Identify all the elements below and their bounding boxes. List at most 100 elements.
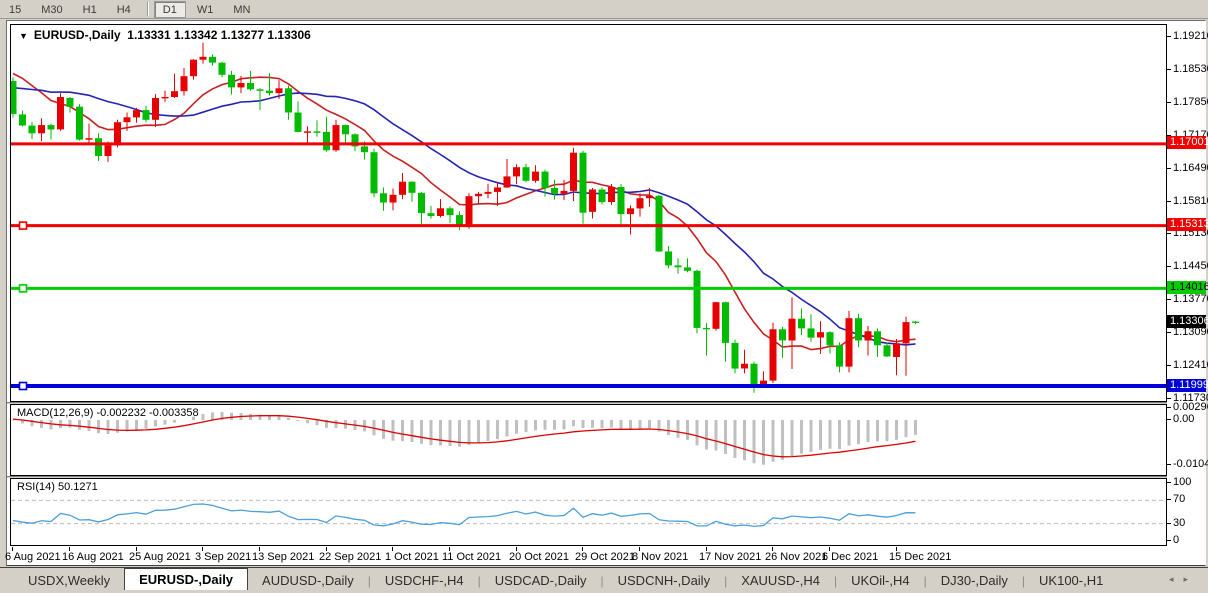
price-tick-mark <box>1167 233 1171 234</box>
candle-body <box>655 195 663 252</box>
price-tick-mark <box>1167 168 1171 169</box>
chart-tab-uk100-h1[interactable]: UK100-,H1 <box>1039 573 1104 588</box>
candle-body <box>665 251 672 266</box>
candlestick-chart[interactable] <box>11 25 1166 401</box>
timeframe-button-h4[interactable]: H4 <box>116 3 131 16</box>
candle-body <box>266 90 273 94</box>
chart-tab-ukoil-h4[interactable]: UKOil-,H4 <box>851 573 910 588</box>
price-level-badge: 1.17001 <box>1167 136 1208 149</box>
candle-body <box>817 332 824 338</box>
tab-scroll-arrows[interactable]: ◂▸ <box>1169 574 1198 585</box>
macd-signal-line <box>12 415 916 458</box>
date-tick-label: 8 Nov 2021 <box>632 551 689 563</box>
candle-body <box>522 167 530 181</box>
candle-body <box>237 83 245 88</box>
chart-tab-usdcnh-daily[interactable]: USDCNH-,Daily <box>617 573 711 588</box>
chart-tab-audusd-daily[interactable]: AUDUSD-,Daily <box>262 573 354 588</box>
timeframe-button-d1[interactable]: D1 <box>153 0 186 18</box>
candle-body <box>19 114 26 126</box>
candle-body <box>912 321 919 323</box>
macd-pane[interactable]: MACD(12,26,9) -0.002232 -0.003358 <box>10 404 1167 476</box>
candle-body <box>532 171 539 181</box>
candle-body <box>589 189 596 212</box>
chart-tab-usdx-weekly[interactable]: USDX,Weekly <box>28 573 111 588</box>
price-level-badge: 1.14016 <box>1167 281 1208 294</box>
line-drag-handle[interactable] <box>18 381 28 391</box>
timeframe-button-15[interactable]: 15 <box>9 3 22 16</box>
candle-body <box>437 208 444 216</box>
chart-tab-usdchf-h4[interactable]: USDCHF-,H4 <box>384 573 464 588</box>
date-tick-mark <box>69 547 70 551</box>
price-tick-label: 1.17170 <box>1173 129 1208 141</box>
price-level-badge: 1.15313 <box>1167 218 1208 231</box>
candle-body <box>788 318 796 341</box>
tab-scroll-left-icon[interactable]: ◂ <box>1168 574 1184 584</box>
candle-body <box>161 97 169 99</box>
timeframe-button-w1[interactable]: W1 <box>196 3 214 16</box>
date-tick-label: 13 Sep 2021 <box>252 551 315 563</box>
date-tick-mark <box>896 547 897 551</box>
chart-tab-eurusd-daily[interactable]: EURUSD-,Daily <box>124 568 249 590</box>
price-axis[interactable]: 1.19210 1.18530 1.17850 1.17170 1.16490 1.158… <box>1167 21 1208 564</box>
macd-label: MACD(12,26,9) -0.002232 -0.003358 <box>17 407 199 419</box>
candle-body <box>484 191 492 194</box>
price-tick-label: 1.14450 <box>1173 260 1208 272</box>
chart-tab-xauusd-h4[interactable]: XAUUSD-,H4 <box>741 573 820 588</box>
date-tick-mark <box>202 547 203 551</box>
candle-body <box>722 302 729 343</box>
chart-title: ▼ EURUSD-,Daily 1.13331 1.13342 1.13277 1… <box>19 28 311 42</box>
candle-body <box>456 215 463 227</box>
candle-body <box>570 152 577 191</box>
candle-body <box>636 198 644 209</box>
price-tick-mark <box>1167 365 1171 366</box>
candle-body <box>294 112 302 132</box>
tab-separator: | <box>477 574 481 588</box>
candle-body <box>304 131 311 133</box>
rsi-tick-mark <box>1167 523 1171 524</box>
candle-body <box>285 88 292 113</box>
candle-body <box>11 81 17 114</box>
candle-body <box>152 98 159 120</box>
macd-chart[interactable] <box>11 405 1166 475</box>
price-tick-label: 1.19210 <box>1173 30 1208 42</box>
timeframe-button-m30[interactable]: M30 <box>41 3 63 16</box>
tab-separator: | <box>1021 574 1026 588</box>
price-tick-mark <box>1167 201 1171 202</box>
candle-body <box>47 125 55 130</box>
candle-body <box>85 138 93 140</box>
candle-body <box>190 59 197 77</box>
candle-body <box>617 187 625 215</box>
tab-scroll-right-icon[interactable]: ▸ <box>1183 574 1198 584</box>
rsi-chart[interactable] <box>11 479 1166 545</box>
candle-body <box>351 134 359 147</box>
price-tick-label: 1.18530 <box>1173 63 1208 75</box>
chart-tab-dj30-daily[interactable]: DJ30-,Daily <box>940 573 1008 588</box>
candle-body <box>674 265 682 268</box>
price-tick-mark <box>1167 266 1171 267</box>
price-tick-mark <box>1167 36 1171 37</box>
date-axis[interactable]: 6 Aug 2021 16 Aug 2021 25 Aug 2021 3 Sep 20… <box>5 547 1167 565</box>
date-tick-mark <box>772 547 773 551</box>
candle-body <box>256 89 264 91</box>
chart-tab-usdcad-daily[interactable]: USDCAD-,Daily <box>494 573 587 588</box>
candle-body <box>902 322 910 344</box>
candle-body <box>142 110 150 120</box>
price-pane[interactable]: ▼ EURUSD-,Daily 1.13331 1.13342 1.13277 1… <box>10 24 1167 402</box>
timeframe-button-h1[interactable]: H1 <box>82 3 97 16</box>
candle-body <box>361 146 368 153</box>
candle-body <box>741 363 748 369</box>
chart-window: ▼ EURUSD-,Daily 1.13331 1.13342 1.13277 1… <box>5 20 1208 566</box>
line-drag-handle[interactable] <box>18 221 28 230</box>
timeframe-button-mn[interactable]: MN <box>233 3 251 16</box>
rsi-pane[interactable]: RSI(14) 50.1271 <box>10 478 1167 546</box>
candle-body <box>408 181 416 193</box>
chart-dropdown-icon[interactable]: ▼ <box>19 31 28 41</box>
chart-symbol-label: EURUSD-,Daily <box>33 28 121 42</box>
line-drag-handle[interactable] <box>18 284 28 293</box>
rsi-tick-mark <box>1167 482 1171 483</box>
price-tick-mark <box>1167 398 1171 399</box>
price-tick-mark <box>1167 135 1171 136</box>
date-tick-mark <box>516 547 517 551</box>
date-tick-label: 11 Oct 2021 <box>442 551 502 563</box>
